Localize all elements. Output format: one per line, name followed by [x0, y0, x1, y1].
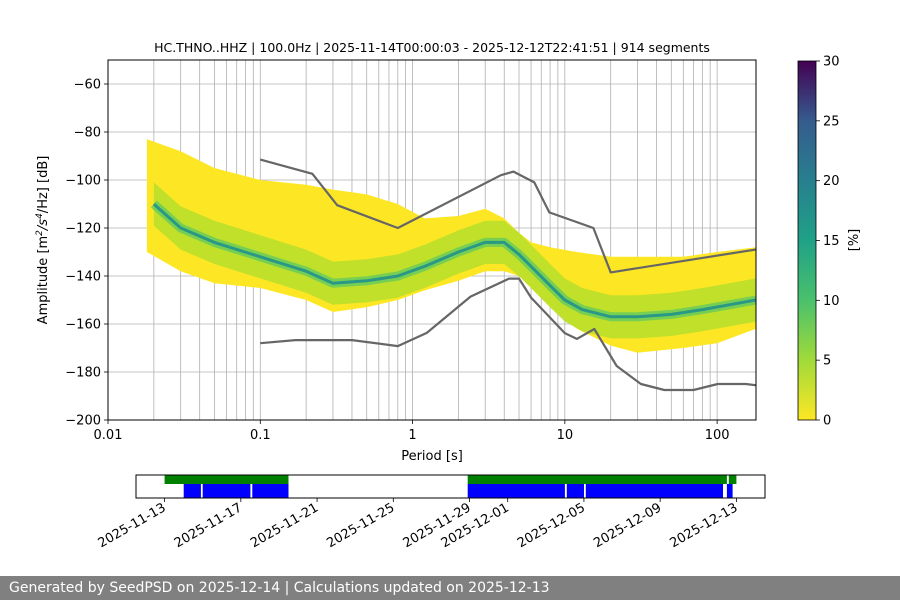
- timeline-tick-label: 2025-11-17: [172, 500, 245, 551]
- colorbar-tick-label: 20: [823, 174, 840, 189]
- colorbar-gradient: [797, 60, 817, 421]
- timeline-segment-available-data: [728, 475, 737, 484]
- chart-title: HC.THNO..HHZ | 100.0Hz | 2025-11-14T00:0…: [154, 40, 710, 55]
- colorbar-tick-label: 30: [823, 55, 840, 70]
- plot-area: [108, 60, 756, 420]
- colorbar-tick-label: 15: [823, 234, 840, 249]
- colorbar-tick-label: 25: [823, 114, 840, 129]
- timeline-bars: [164, 475, 737, 498]
- x-tick-label: 100: [705, 428, 730, 443]
- colorbar-label: [%]: [847, 229, 862, 252]
- psd-density-core: [153, 182, 756, 339]
- y-tick-label: −200: [65, 414, 101, 429]
- timeline-tick-label: 2025-12-13: [667, 500, 740, 551]
- footer-bar: Generated by SeedPSD on 2025-12-14 | Cal…: [0, 576, 900, 600]
- timeline-frame: [135, 474, 766, 499]
- x-tick-label: 10: [557, 428, 574, 443]
- colorbar-tick-label: 0: [823, 414, 831, 429]
- timeline-segment-computed-psd: [183, 484, 201, 498]
- y-tick-label: −180: [65, 366, 101, 381]
- timeline-tick-label: 2025-12-05: [515, 500, 588, 551]
- timeline-segment-computed-psd: [585, 484, 723, 498]
- psd-heatmap: [146, 139, 756, 353]
- timeline-ticks: 2025-11-13 2025-11-17 2025-11-21 2025-11-25…: [96, 498, 740, 551]
- y-tick-label: −80: [74, 126, 101, 141]
- colorbar-ticks: 0 5 10 15 20 25 30: [816, 55, 840, 429]
- timeline-chart: 2025-11-13 2025-11-17 2025-11-21 2025-11-25…: [96, 474, 766, 551]
- x-axis-label: Period [s]: [401, 449, 463, 464]
- timeline-segment-computed-psd: [726, 484, 733, 498]
- x-tick-label: 1: [408, 428, 416, 443]
- timeline-tick-label: 2025-11-13: [96, 500, 169, 551]
- plot-frame: [107, 59, 757, 421]
- colorbar: 0 5 10 15 20 25 30 [%]: [797, 55, 862, 429]
- x-axis-ticks: 0.01 0.1 1 10 100: [94, 420, 730, 443]
- y-tick-label: −140: [65, 270, 101, 285]
- y-tick-label: −160: [65, 318, 101, 333]
- x-tick-label: 0.01: [94, 428, 123, 443]
- psd-figure: HC.THNO..HHZ | 100.0Hz | 2025-11-14T00:0…: [35, 40, 862, 551]
- timeline-segment-computed-psd: [467, 484, 565, 498]
- colorbar-tick-label: 10: [823, 294, 840, 309]
- timeline-segment-computed-psd: [252, 484, 289, 498]
- timeline-tick-label: 2025-11-25: [324, 500, 397, 551]
- timeline-segment-computed-psd: [202, 484, 251, 498]
- timeline-segment-computed-psd: [566, 484, 584, 498]
- y-tick-label: −120: [65, 222, 101, 237]
- timeline-tick-label: 2025-11-21: [248, 500, 321, 551]
- y-tick-label: −60: [74, 78, 101, 93]
- x-tick-label: 0.1: [250, 428, 271, 443]
- timeline-segment-available-data: [467, 475, 727, 484]
- timeline-segment-available-data: [164, 475, 289, 484]
- curve-nhnm: [260, 158, 756, 274]
- psd-mode-curve: [152, 202, 756, 319]
- y-axis-label: Amplitude [m2/s4/Hz] [dB]: [35, 156, 51, 325]
- y-tick-label: −100: [65, 174, 101, 189]
- timeline-tick-label: 2025-12-09: [591, 500, 664, 551]
- noise-model-curves: [260, 158, 756, 392]
- y-axis-ticks: −200 −180 −160 −140 −120 −100 −80 −60: [65, 78, 108, 429]
- curve-nlnm: [260, 277, 756, 392]
- colorbar-tick-label: 5: [823, 354, 831, 369]
